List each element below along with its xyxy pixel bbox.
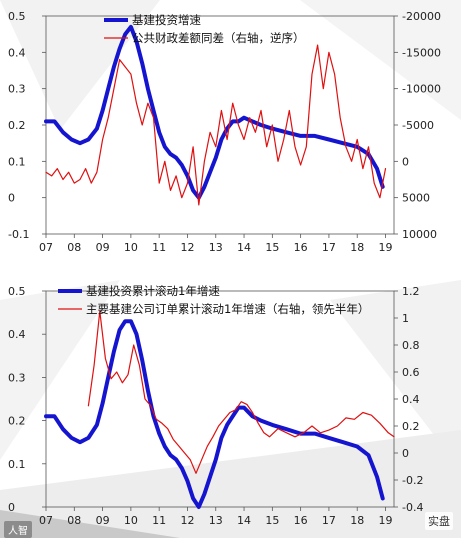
x-tick-label: 12 bbox=[180, 514, 194, 527]
x-tick-label: 19 bbox=[379, 514, 393, 527]
x-tick-label: 09 bbox=[96, 241, 110, 254]
y-right-tick-label: -0.4 bbox=[402, 501, 423, 514]
x-tick-label: 13 bbox=[209, 241, 223, 254]
y-left-tick-label: 0 bbox=[8, 192, 15, 205]
series-line-infra-investment bbox=[44, 319, 385, 509]
y-right-tick-label: 0.8 bbox=[402, 339, 420, 352]
chart-infra-vs-orders: 0.5 0.4 0.3 0.2 0.1 0 1.2 1 0.8 0.6 0.4 0.2 0 -0.2 -0.… bbox=[8, 284, 423, 527]
y-left-tick-label: 0 bbox=[8, 501, 15, 514]
y-right-tick-label: -0.2 bbox=[402, 474, 423, 487]
x-tick-label: 10 bbox=[124, 514, 138, 527]
y-right-tick-label: 0 bbox=[402, 447, 409, 460]
y-left-tick-label: 0.5 bbox=[8, 285, 26, 298]
y-left-tick-label: 0.4 bbox=[8, 328, 26, 341]
x-tick-label: 14 bbox=[237, 241, 251, 254]
y-right-tick-label: -5000 bbox=[402, 119, 434, 132]
x-tick-label: 17 bbox=[322, 514, 336, 527]
x-tick-label: 15 bbox=[265, 241, 279, 254]
y-right-tick-label: 0 bbox=[402, 155, 409, 168]
y-right-tick-label: 5000 bbox=[402, 192, 430, 205]
legend-label: 公共财政差额同差（右轴，逆序） bbox=[132, 31, 305, 45]
watermark-right: 实盘 bbox=[425, 512, 453, 530]
x-tick-label: 13 bbox=[209, 514, 223, 527]
x-tick-label: 08 bbox=[67, 241, 81, 254]
x-tick-label: 19 bbox=[379, 241, 393, 254]
x-tick-label: 18 bbox=[350, 514, 364, 527]
x-tick-label: 12 bbox=[180, 241, 194, 254]
y-right-tick-label: 1 bbox=[402, 312, 409, 325]
x-tick-label: 15 bbox=[265, 514, 279, 527]
legend-label: 基建投资累计滚动1年增速 bbox=[86, 284, 220, 298]
y-right-tick-label: -15000 bbox=[402, 46, 441, 59]
y-right-tick-label: 1.2 bbox=[402, 285, 420, 298]
y-left-tick-label: 0.2 bbox=[8, 119, 26, 132]
legend-label: 主要基建公司订单累计滚动1年增速（右轴，领先半年） bbox=[86, 302, 369, 316]
chart-infra-vs-fiscal: 0.5 0.4 0.3 0.2 0.1 0 -0.1 -20000 -15000 -10000 -5… bbox=[8, 10, 441, 254]
y-right-tick-label: 10000 bbox=[402, 228, 437, 241]
x-tick-label: 17 bbox=[322, 241, 336, 254]
y-right-tick-label: 0.6 bbox=[402, 366, 420, 379]
x-tick-label: 08 bbox=[67, 514, 81, 527]
y-right-tick-label: 0.4 bbox=[402, 393, 420, 406]
y-right-tick-label: 0.2 bbox=[402, 420, 420, 433]
y-right-tick-label: -10000 bbox=[402, 83, 441, 96]
y-left-tick-label: 0.5 bbox=[8, 10, 26, 23]
x-tick-label: 11 bbox=[152, 514, 166, 527]
y-left-tick-label: 0.1 bbox=[8, 155, 26, 168]
y-left-tick-label: 0.1 bbox=[8, 458, 26, 471]
y-left-tick-label: 0.4 bbox=[8, 46, 26, 59]
x-tick-label: 07 bbox=[39, 241, 53, 254]
series-line-right-axis bbox=[87, 310, 395, 474]
x-tick-label: 18 bbox=[350, 241, 364, 254]
x-tick-label: 10 bbox=[124, 241, 138, 254]
series-line-infra-investment bbox=[44, 24, 385, 200]
y-left-tick-label: 0.3 bbox=[8, 83, 26, 96]
legend-label: 基建投资增速 bbox=[132, 13, 201, 27]
x-tick-label: 16 bbox=[294, 514, 308, 527]
series-line-right-axis bbox=[45, 44, 387, 206]
x-tick-label: 16 bbox=[294, 241, 308, 254]
x-tick-label: 11 bbox=[152, 241, 166, 254]
x-tick-label: 07 bbox=[39, 514, 53, 527]
y-right-tick-label: -20000 bbox=[402, 10, 441, 23]
y-left-tick-label: -0.1 bbox=[8, 228, 29, 241]
x-tick-label: 14 bbox=[237, 514, 251, 527]
y-left-tick-label: 0.3 bbox=[8, 371, 26, 384]
x-tick-label: 09 bbox=[96, 514, 110, 527]
watermark-left: 人智 bbox=[4, 521, 32, 538]
y-left-tick-label: 0.2 bbox=[8, 415, 26, 428]
